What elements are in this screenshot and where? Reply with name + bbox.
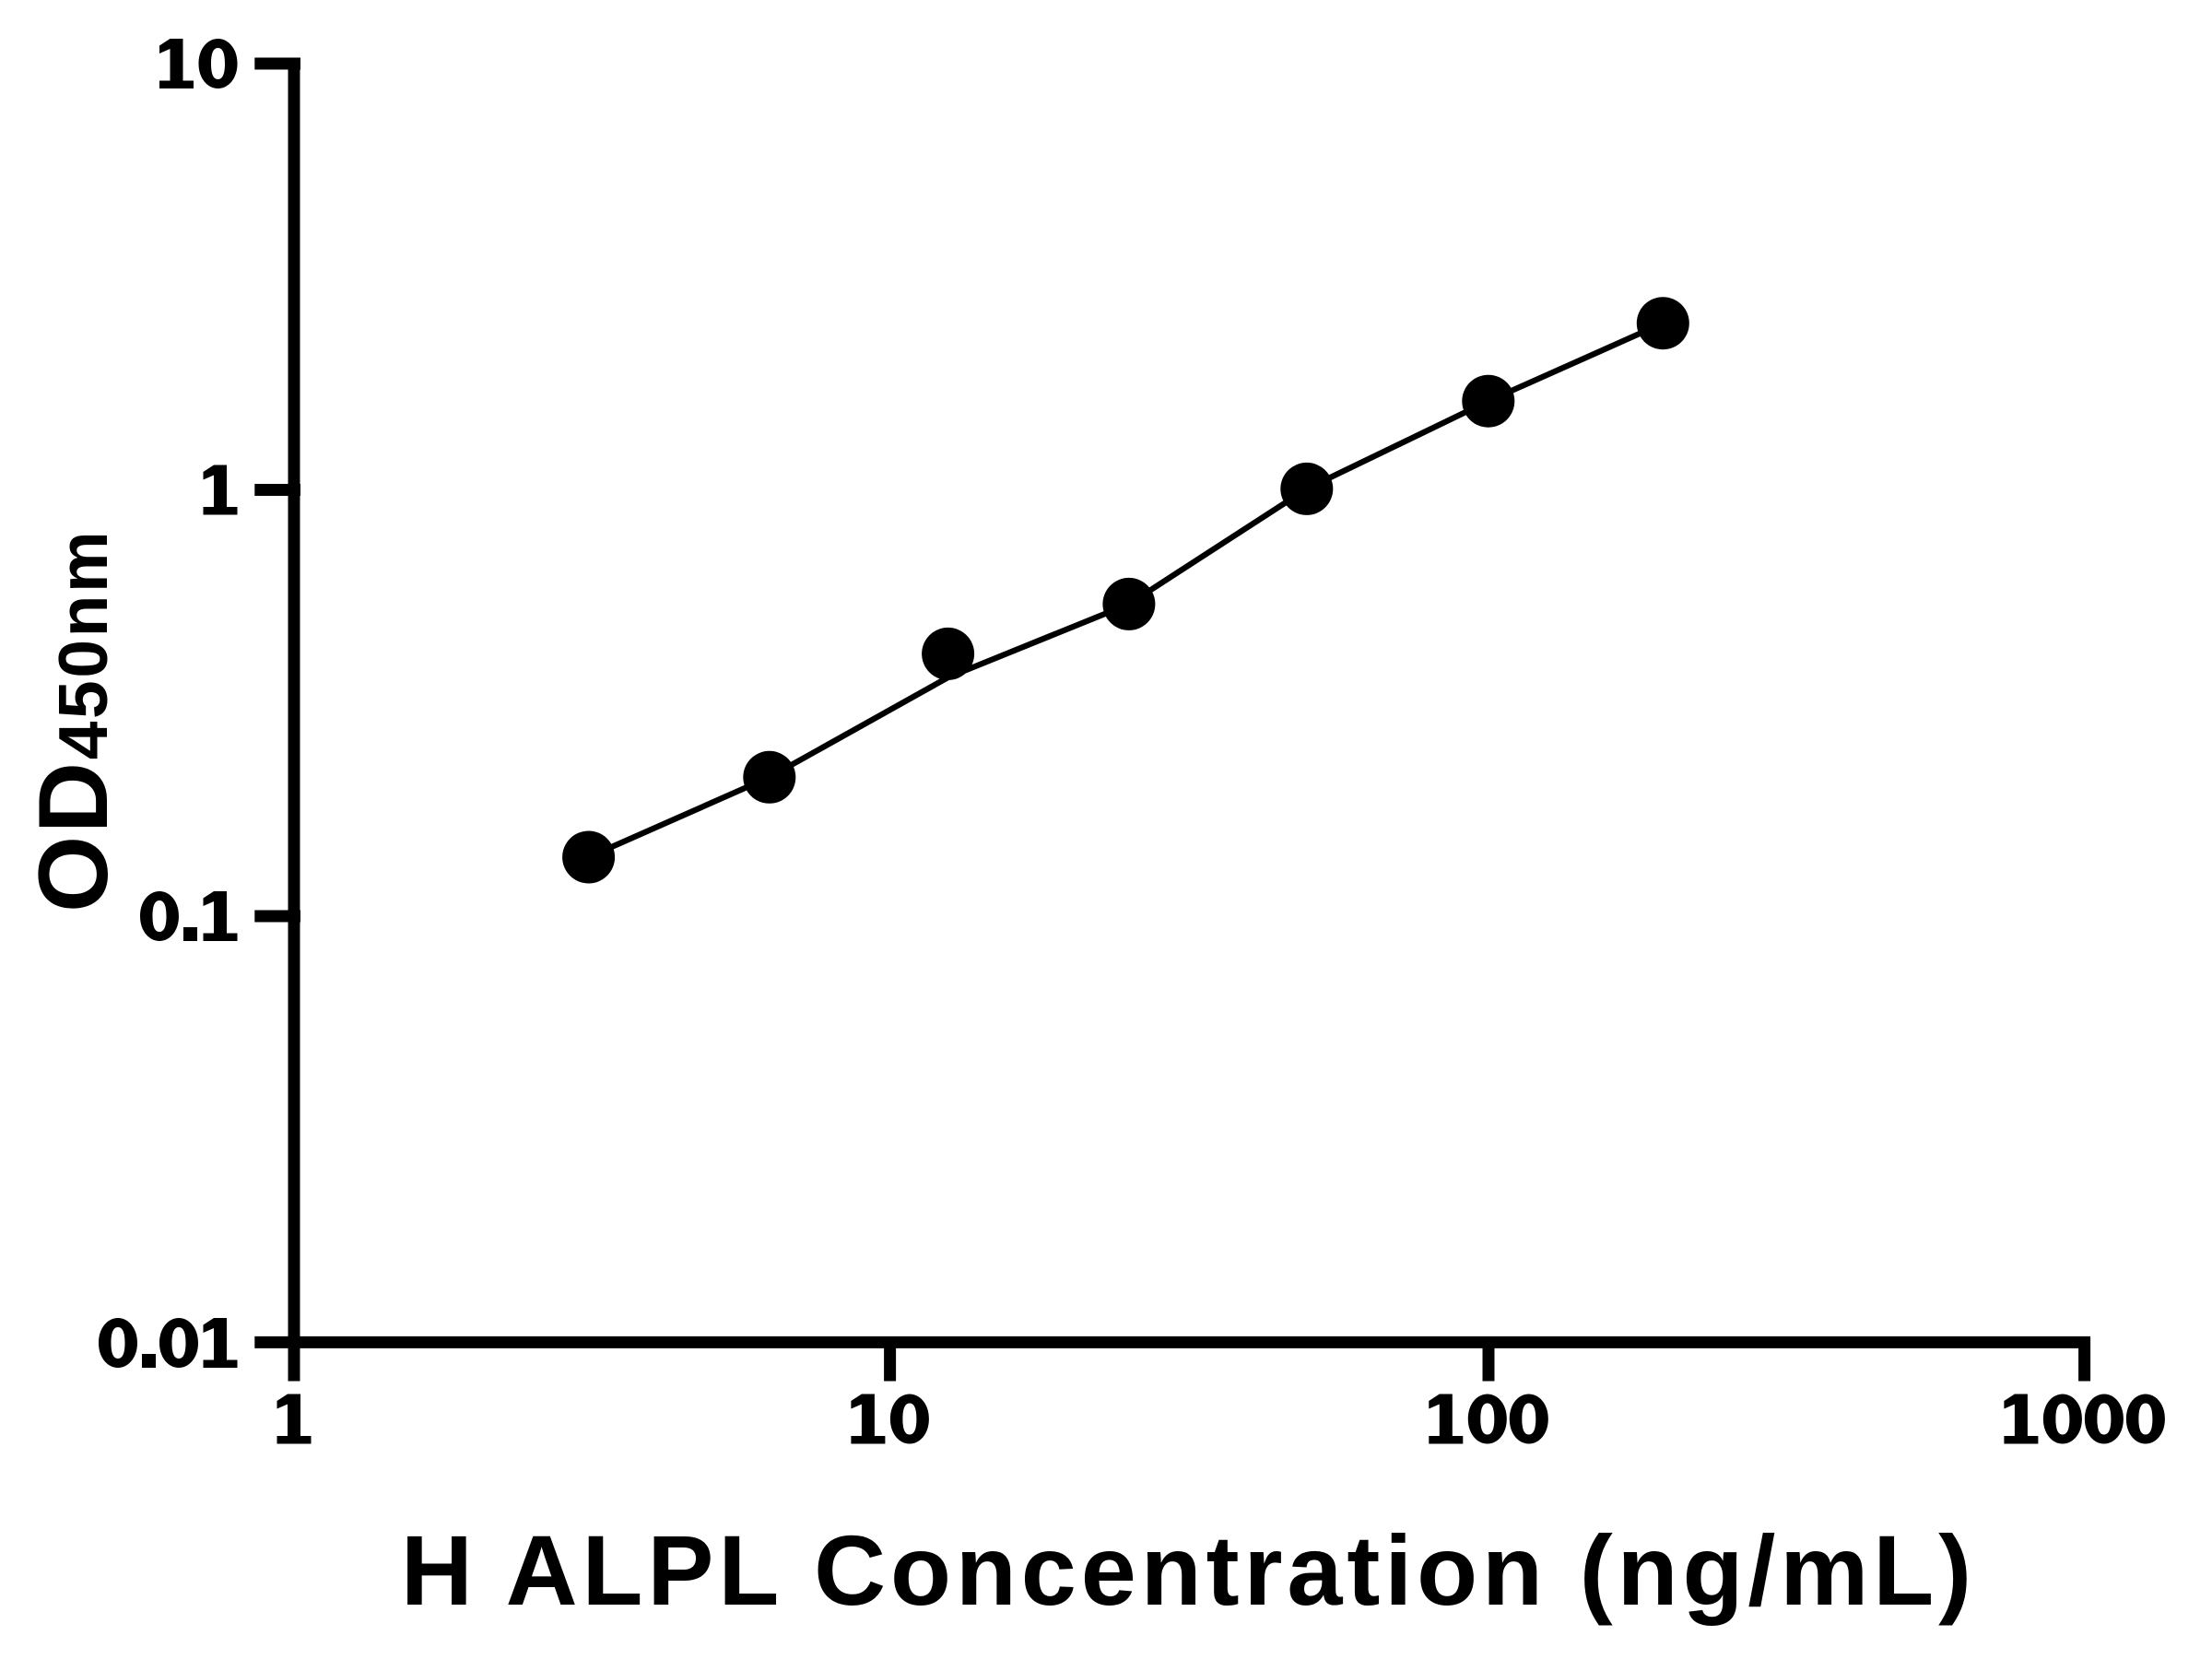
svg-text:H ALPL Concentration (ng/mL): H ALPL Concentration (ng/mL) <box>401 1514 1976 1626</box>
